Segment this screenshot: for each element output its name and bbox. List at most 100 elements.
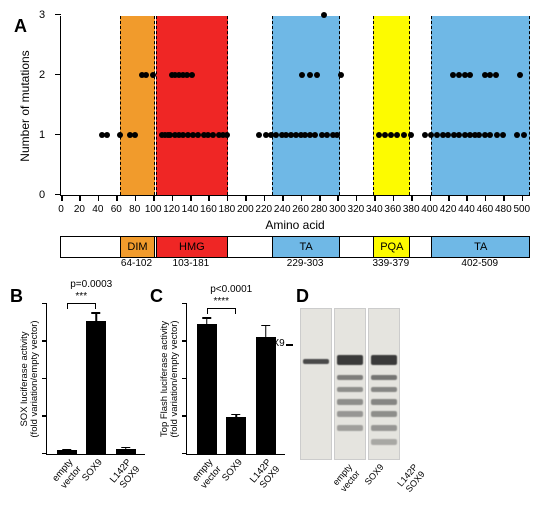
blot-band xyxy=(371,387,397,392)
p-value-label: p=0.0003 xyxy=(62,279,122,290)
xtick-label: 140 xyxy=(182,204,199,215)
xtick-label: 0 xyxy=(58,204,64,215)
lane-label: L142PSOX9 xyxy=(395,462,427,495)
xtick-label: 220 xyxy=(255,204,272,215)
mutation-point xyxy=(143,72,149,78)
bar-category-label: L142PSOX9 xyxy=(248,457,283,492)
domain-segment-hmg: HMG xyxy=(156,237,228,257)
blot-band xyxy=(371,355,397,365)
mutation-point xyxy=(321,12,327,18)
mutation-point xyxy=(487,132,493,138)
significance-stars: *** xyxy=(67,291,97,302)
mutation-point xyxy=(189,72,195,78)
mutation-point xyxy=(493,72,499,78)
mutation-point xyxy=(500,132,506,138)
mutation-point xyxy=(422,132,428,138)
domain-segment-pqa: PQA xyxy=(373,237,410,257)
bar-category-label: L142PSOX9 xyxy=(108,457,143,492)
xtick-label: 440 xyxy=(458,204,475,215)
ytick-label: 3 xyxy=(39,9,45,21)
panel-c: C Top Flash luciferase activity(fold var… xyxy=(150,286,290,455)
domain-region-pqa xyxy=(373,16,410,195)
domain-range-label: 339-379 xyxy=(372,258,409,269)
domain-region-dim xyxy=(120,16,155,195)
bar xyxy=(116,449,136,454)
bar-category-label: emptyvector xyxy=(190,457,223,491)
mutation-point xyxy=(150,72,156,78)
significance-stars: **** xyxy=(207,296,237,307)
panel-a: A Number of mutations 012302040608010012… xyxy=(10,16,540,274)
bar xyxy=(226,417,246,454)
mutation-point xyxy=(388,132,394,138)
blot-band xyxy=(371,425,397,431)
mutation-point xyxy=(376,132,382,138)
lane-label: emptyvector xyxy=(331,462,362,494)
sox9-band-label: SOX9 xyxy=(258,338,285,349)
domain-region-hmg xyxy=(156,16,228,195)
mutation-point xyxy=(514,132,520,138)
blot-band xyxy=(371,439,397,445)
panel-a-ylabel: Number of mutations xyxy=(18,50,32,161)
mutation-point xyxy=(256,132,262,138)
ytick-label: 0 xyxy=(39,189,45,201)
xtick-label: 160 xyxy=(200,204,217,215)
blot-band xyxy=(337,399,363,405)
bar-chart-b: emptyvectorSOX9L142PSOX9***p=0.0003 xyxy=(46,304,145,455)
xtick-label: 380 xyxy=(403,204,420,215)
panel-d: D SOX9 emptyvectorSOX9L142PSOX9 xyxy=(296,286,406,460)
xtick-label: 20 xyxy=(74,204,85,215)
mutation-point xyxy=(104,132,110,138)
mutation-point xyxy=(394,132,400,138)
bar xyxy=(86,321,106,454)
domain-region-ta xyxy=(431,16,530,195)
blot-band xyxy=(371,411,397,417)
blot-band xyxy=(337,387,363,392)
blot-band xyxy=(371,399,397,405)
scatter-plot: 0123020406080100120140160180200220240260… xyxy=(60,16,530,196)
bar xyxy=(256,337,276,454)
blot-band xyxy=(303,359,329,364)
mutation-point xyxy=(299,72,305,78)
xtick-label: 400 xyxy=(421,204,438,215)
blot-band xyxy=(371,375,397,380)
mutation-point xyxy=(494,132,500,138)
p-value-label: p<0.0001 xyxy=(202,284,262,295)
mutation-point xyxy=(117,132,123,138)
panel-a-label: A xyxy=(14,16,27,37)
panel-c-ylabel: Top Flash luciferase activity(fold varia… xyxy=(160,304,181,454)
figure: A Number of mutations 012302040608010012… xyxy=(10,16,540,460)
xtick-label: 240 xyxy=(274,204,291,215)
mutation-point xyxy=(312,132,318,138)
xtick-label: 420 xyxy=(440,204,457,215)
panel-d-label: D xyxy=(296,286,309,307)
mutation-point xyxy=(334,132,340,138)
blot-lane xyxy=(300,308,332,460)
domain-range-label: 229-303 xyxy=(287,258,324,269)
mutation-point xyxy=(132,132,138,138)
xtick-label: 60 xyxy=(111,204,122,215)
bar xyxy=(57,450,77,454)
xtick-label: 180 xyxy=(219,204,236,215)
xtick-label: 280 xyxy=(311,204,328,215)
domain-range-label: 103-181 xyxy=(173,258,210,269)
domain-range-label: 64-102 xyxy=(121,258,152,269)
panel-b-ylabel: SOX luciferase activity(fold variation/e… xyxy=(20,304,41,454)
domain-bar: DIMHMGTAPQATA xyxy=(60,236,530,258)
domain-region-ta xyxy=(272,16,340,195)
mutation-point xyxy=(338,72,344,78)
mutation-point xyxy=(517,72,523,78)
blot-band xyxy=(337,355,363,365)
mutation-point xyxy=(408,132,414,138)
bar xyxy=(197,324,217,454)
ytick-label: 1 xyxy=(39,129,45,141)
blot-lane xyxy=(368,308,400,460)
xtick-label: 460 xyxy=(477,204,494,215)
domain-range-labels: 64-102103-181229-303339-379402-509 xyxy=(60,258,530,274)
xtick-label: 120 xyxy=(163,204,180,215)
bar-category-label: emptyvector xyxy=(50,457,83,491)
domain-segment-ta: TA xyxy=(272,237,340,257)
xtick-label: 320 xyxy=(348,204,365,215)
xtick-label: 200 xyxy=(237,204,254,215)
panel-b: B SOX luciferase activity(fold variation… xyxy=(10,286,150,455)
blot-band xyxy=(337,375,363,380)
